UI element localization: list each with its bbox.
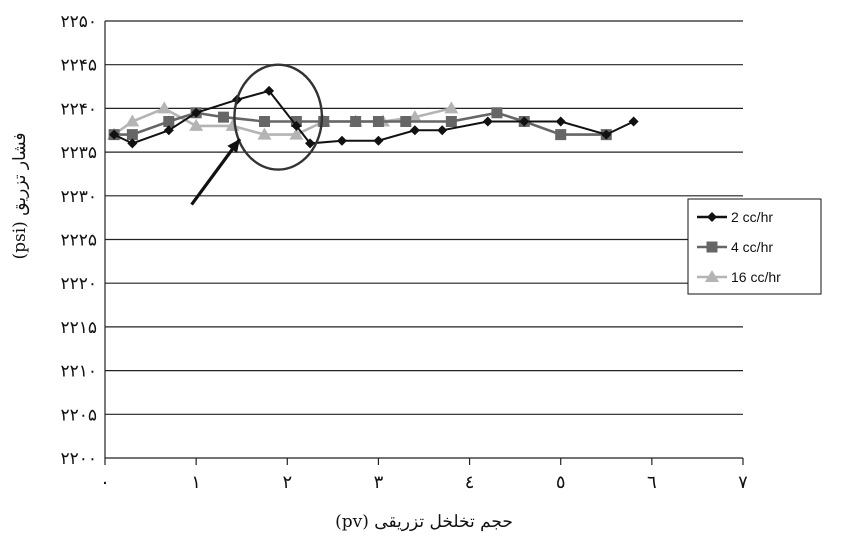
data-point-square (491, 107, 503, 119)
legend-label: 16 cc/hr (731, 269, 781, 285)
data-point-triangle (444, 101, 459, 114)
legend-item-0: 2 cc/hr (697, 209, 773, 225)
y-tick-label: ۲۲۴۰ (60, 99, 97, 119)
x-tick-label: ٢ (282, 472, 292, 493)
data-point-diamond (601, 129, 612, 140)
data-point-square (706, 241, 718, 253)
data-point-square (445, 116, 457, 128)
x-tick-label: ٠ (100, 472, 110, 493)
y-tick-label: ۲۲۳۰ (60, 187, 97, 207)
data-point-diamond (409, 125, 420, 136)
x-tick-label: ٥ (556, 472, 566, 493)
arrow-shaft (190, 138, 242, 206)
data-point-square (350, 116, 362, 128)
y-tick-label: ۲۲۱۰ (60, 362, 97, 382)
y-tick-label: ۲۲۰۵ (60, 405, 97, 425)
series-0 (109, 85, 639, 149)
data-point-diamond (482, 116, 493, 127)
data-point-diamond (109, 129, 120, 140)
data-point-square (372, 116, 384, 128)
data-point-diamond (373, 135, 384, 146)
axes (104, 21, 744, 465)
legend-label: 4 cc/hr (731, 239, 773, 255)
data-point-square (318, 116, 330, 128)
data-point-square (555, 129, 567, 141)
legend: 2 cc/hr 4 cc/hr 16 cc/hr (687, 198, 822, 295)
y-tick-label: ۲۲۳۵ (60, 143, 97, 163)
x-tick-label: ٦ (647, 472, 657, 493)
data-point-square (217, 111, 229, 123)
data-point-diamond (628, 116, 639, 127)
data-point-triangle (289, 127, 304, 140)
data-point-diamond (191, 107, 202, 118)
data-point-triangle (705, 270, 719, 282)
series-lines (107, 85, 639, 149)
data-point-diamond (437, 125, 448, 136)
data-point-triangle (157, 101, 172, 114)
data-point-diamond (291, 120, 302, 131)
y-tick-label: ۲۲۵۰ (60, 12, 97, 32)
data-point-square (400, 116, 412, 128)
y-axis-title: فشار تزریق (psi) (10, 132, 30, 259)
y-tick-label: ۲۲۲۵ (60, 231, 97, 251)
grid-lines (105, 20, 743, 459)
data-point-diamond (305, 138, 316, 149)
data-point-triangle (125, 114, 140, 127)
x-tick-label: ٣ (374, 472, 384, 493)
x-tick-labels: ٠ ١ ٢ ٣ ٤ ٥ ٦ ٧ (100, 472, 748, 493)
data-point-square (163, 116, 175, 128)
y-tick-label: ۲۲۰۰ (60, 449, 97, 469)
data-point-diamond (336, 135, 347, 146)
annotations (190, 63, 324, 206)
legend-label: 2 cc/hr (731, 209, 773, 225)
data-point-square (259, 116, 270, 128)
data-point-triangle (257, 127, 272, 140)
data-point-diamond (163, 125, 174, 136)
highlight-circle (233, 63, 324, 171)
data-point-diamond (707, 212, 717, 222)
data-point-diamond (555, 116, 566, 127)
data-point-triangle (407, 110, 422, 123)
x-tick-label: ١ (191, 472, 201, 493)
y-tick-labels: ۲۲۰۰ ۲۲۰۵ ۲۲۱۰ ۲۲۱۵ ۲۲۲۰ ۲۲۲۵ ۲۲۳۰ ۲۲۳۵ ۲۲۴۰ ۲۲۴۵… (60, 12, 97, 469)
y-tick-label: ۲۲۲۰ (60, 274, 97, 294)
x-axis-title: حجم تخلخل تزریقی (pv) (335, 512, 513, 532)
data-point-triangle (189, 118, 204, 131)
legend-item-2: 16 cc/hr (697, 269, 781, 285)
data-point-diamond (264, 85, 275, 96)
data-point-diamond (127, 138, 138, 149)
y-tick-label: ۲۲۴۵ (60, 56, 97, 76)
legend-item-1: 4 cc/hr (697, 239, 773, 255)
series-1 (108, 107, 612, 141)
data-point-square (126, 129, 138, 141)
data-point-diamond (519, 116, 530, 127)
y-tick-label: ۲۲۱۵ (60, 318, 97, 338)
annotation-arrow (190, 138, 242, 206)
x-tick-label: ٧ (738, 472, 748, 493)
series-line (114, 111, 607, 136)
arrow-head (227, 138, 240, 154)
x-tick-label: ٤ (465, 472, 475, 493)
